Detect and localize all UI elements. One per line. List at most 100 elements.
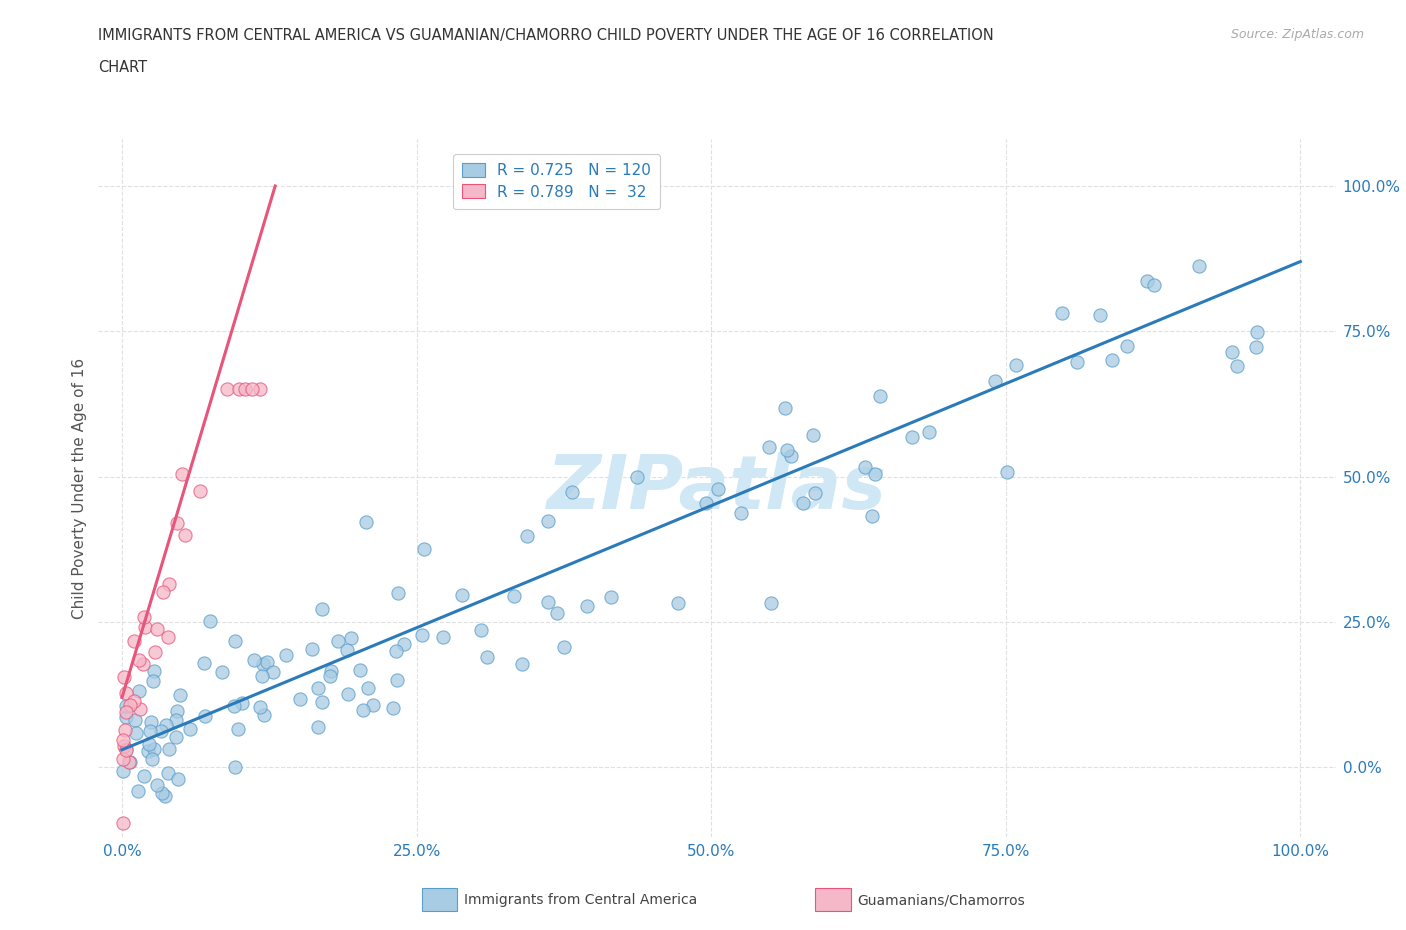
Point [1246,325,1268,339]
Point [115,710,138,724]
Point [169,688,191,703]
Point [432,630,454,644]
Point [224,633,246,648]
Point [124,694,146,709]
Point [349,662,371,677]
Point [307,720,329,735]
Point [561,485,583,499]
Point [318,669,340,684]
Point [132,657,155,671]
Point [274,648,297,663]
Point [152,585,174,600]
Point [146,777,169,792]
Point [156,765,179,780]
Point [120,698,142,712]
Point [165,712,187,727]
Point [115,698,138,713]
Point [307,681,329,696]
Point [198,614,221,629]
Point [127,784,149,799]
Point [252,657,274,671]
Point [145,621,167,636]
Point [114,738,136,753]
Point [392,636,415,651]
Point [111,751,134,766]
Point [124,712,146,727]
Point [387,673,409,688]
Point [155,717,177,732]
Point [537,513,560,528]
Point [165,730,187,745]
Point [128,653,150,668]
Point [387,585,409,600]
Point [1222,345,1244,360]
Point [1050,306,1073,321]
Point [124,725,146,740]
Point [141,751,163,766]
Point [707,482,730,497]
Point [326,633,349,648]
Point [301,642,323,657]
Point [179,722,201,737]
Text: Immigrants from Central America: Immigrants from Central America [464,893,697,908]
Point [224,760,246,775]
Point [792,495,814,510]
Point [759,596,782,611]
Point [114,743,136,758]
Point [114,722,136,737]
Point [136,743,159,758]
Point [228,382,250,397]
Point [1244,339,1267,354]
Point [129,702,152,717]
Point [211,664,233,679]
Point [357,681,380,696]
Point [153,789,176,804]
Point [141,714,163,729]
Text: Guamanians/Chamorros: Guamanians/Chamorros [858,893,1025,908]
Point [311,602,333,617]
Point [319,664,342,679]
Point [143,644,166,659]
Point [194,709,217,724]
Point [666,596,689,611]
Point [311,695,333,710]
Point [336,643,359,658]
Point [918,425,941,440]
Point [626,470,648,485]
Point [780,448,803,463]
Point [124,633,146,648]
Point [411,628,433,643]
Point [1188,259,1211,273]
Point [352,703,374,718]
Y-axis label: Child Poverty Under the Age of 16: Child Poverty Under the Age of 16 [72,358,87,618]
Point [361,698,384,712]
Point [516,528,538,543]
Point [172,467,194,482]
Point [240,382,263,397]
Point [983,374,1005,389]
Point [262,664,284,679]
Point [336,686,359,701]
Point [249,382,271,397]
Text: ZIPatlas: ZIPatlas [547,452,887,525]
Point [801,427,824,442]
Point [134,768,156,783]
Point [290,692,312,707]
Point [546,605,568,620]
Point [863,466,886,481]
Point [600,590,623,604]
Point [157,742,180,757]
Point [381,700,404,715]
Point [143,664,166,679]
Point [142,674,165,689]
Text: Source: ZipAtlas.com: Source: ZipAtlas.com [1230,28,1364,41]
Point [860,508,883,523]
Point [253,708,276,723]
Point [249,699,271,714]
Point [773,400,796,415]
Point [900,430,922,445]
Text: IMMIGRANTS FROM CENTRAL AMERICA VS GUAMANIAN/CHAMORRO CHILD POVERTY UNDER THE AG: IMMIGRANTS FROM CENTRAL AMERICA VS GUAMA… [98,28,994,43]
Point [142,741,165,756]
Point [114,704,136,719]
Point [231,696,253,711]
